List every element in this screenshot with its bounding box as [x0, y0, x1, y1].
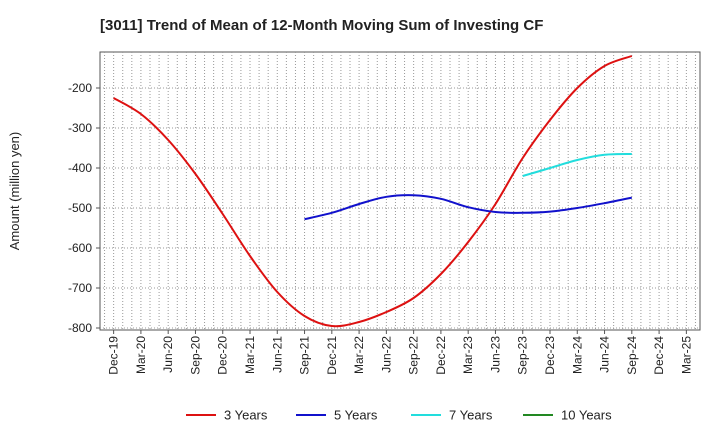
x-tick-label: Dec-20 — [216, 336, 230, 375]
x-tick-label: Mar-23 — [461, 336, 475, 374]
y-axis-ticks: -200 -300 -400 -500 -600 -700 -800 — [68, 81, 100, 335]
y-tick-label: -300 — [68, 121, 92, 135]
x-tick-label: Sep-24 — [625, 336, 639, 375]
legend-label: 5 Years — [334, 408, 378, 423]
x-tick-label: Jun-23 — [488, 336, 502, 373]
y-axis-label: Amount (million yen) — [7, 132, 22, 251]
y-tick-label: -400 — [68, 161, 92, 175]
x-tick-label: Dec-19 — [107, 336, 121, 375]
x-tick-label: Mar-20 — [134, 336, 148, 374]
y-tick-label: -700 — [68, 281, 92, 295]
grid — [100, 52, 700, 330]
x-tick-label: Sep-20 — [188, 336, 202, 375]
chart-title: [3011] Trend of Mean of 12-Month Moving … — [100, 17, 543, 34]
x-tick-label: Jun-20 — [161, 336, 175, 373]
x-tick-label: Mar-24 — [570, 336, 584, 374]
x-tick-label: Jun-24 — [598, 336, 612, 373]
x-tick-label: Sep-23 — [516, 336, 530, 375]
legend: 3 Years 5 Years 7 Years 10 Years — [186, 408, 612, 423]
x-axis-ticks: Dec-19 Mar-20 Jun-20 Sep-20 Dec-20 Mar-21 Jun-… — [107, 330, 693, 375]
plot-area — [99, 51, 701, 331]
x-tick-label: Sep-22 — [407, 336, 421, 375]
x-tick-label: Dec-22 — [434, 336, 448, 375]
x-tick-label: Mar-22 — [352, 336, 366, 374]
y-tick-label: -600 — [68, 241, 92, 255]
x-tick-label: Dec-24 — [652, 336, 666, 375]
legend-label: 3 Years — [224, 408, 268, 423]
series-line-5-years — [304, 194, 632, 221]
series-line-3-years — [113, 55, 633, 328]
y-tick-label: -200 — [68, 81, 92, 95]
x-tick-label: Dec-21 — [325, 336, 339, 375]
x-tick-label: Jun-22 — [379, 336, 393, 373]
y-tick-label: -500 — [68, 201, 92, 215]
x-tick-label: Jun-21 — [270, 336, 284, 373]
legend-label: 10 Years — [561, 408, 612, 423]
series-lines — [113, 55, 633, 328]
x-tick-label: Mar-25 — [679, 336, 693, 374]
x-tick-label: Mar-21 — [243, 336, 257, 374]
legend-label: 7 Years — [449, 408, 493, 423]
x-tick-label: Sep-21 — [298, 336, 312, 375]
y-tick-label: -800 — [68, 321, 92, 335]
x-tick-label: Dec-23 — [543, 336, 557, 375]
series-line-7-years — [522, 153, 632, 177]
